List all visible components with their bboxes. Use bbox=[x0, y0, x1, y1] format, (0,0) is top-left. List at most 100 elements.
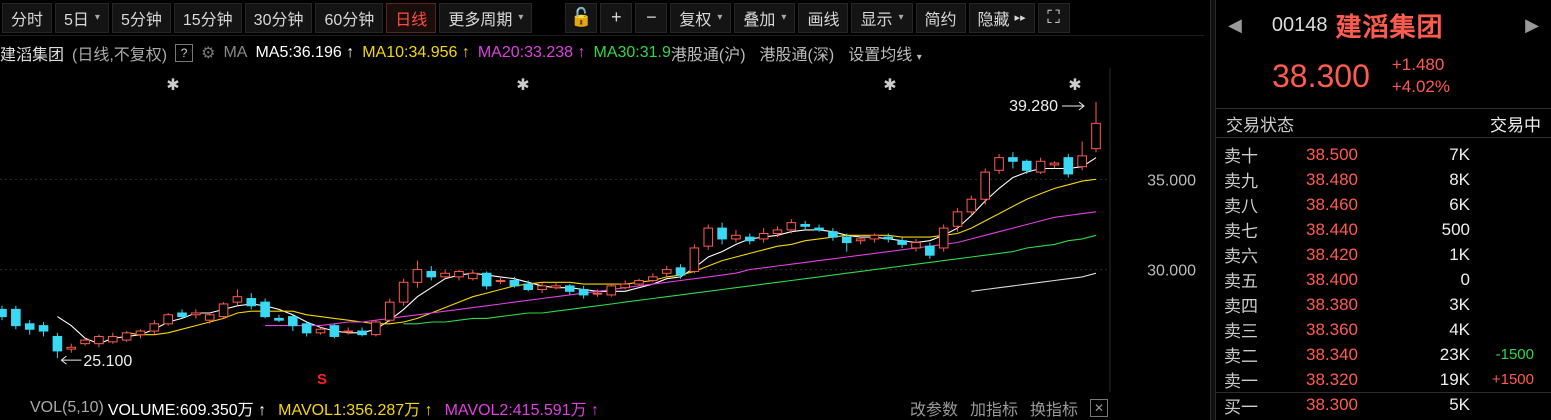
candle-down bbox=[481, 272, 492, 287]
close-icon[interactable]: ✕ bbox=[1090, 399, 1108, 417]
candle-up bbox=[204, 314, 215, 321]
chevron-down-icon: ▾ bbox=[916, 52, 922, 63]
candle-down bbox=[523, 283, 534, 291]
candle-up bbox=[758, 233, 769, 240]
ma10-text: MA10:34.956 bbox=[362, 44, 458, 61]
period-tab-4[interactable]: 30分钟 bbox=[244, 2, 313, 33]
status-value: 交易中 bbox=[1490, 115, 1541, 135]
ma20-line bbox=[265, 211, 1097, 327]
candle-up bbox=[551, 285, 561, 289]
mavol2-text: MAVOL2:415.591万 bbox=[444, 402, 587, 419]
event-star-icon: ✱ bbox=[883, 75, 896, 94]
panel-divider[interactable] bbox=[1210, 0, 1216, 420]
ma5-text: MA5:36.196 bbox=[255, 44, 342, 61]
ma60-line bbox=[971, 272, 1097, 292]
candle-up bbox=[786, 222, 797, 231]
candle-up bbox=[218, 303, 229, 318]
orderbook-row[interactable]: 卖八 38.460 6K bbox=[1216, 192, 1551, 217]
indicator-actions: 改参数 加指标 换指标 ✕ bbox=[898, 396, 1204, 420]
orderbook-row[interactable]: 卖五 38.400 0 bbox=[1216, 267, 1551, 292]
volume-indicator-bar: VOL(5,10) VOLUME:609.350万 ↑ MAVOL1:356.2… bbox=[0, 396, 1204, 420]
candle-up bbox=[1035, 160, 1046, 173]
add-indicator-button[interactable]: 加指标 bbox=[969, 402, 1018, 419]
hk-connect-sz-button[interactable]: 港股通(深) bbox=[759, 47, 835, 64]
candle-down bbox=[301, 323, 312, 334]
candle-up bbox=[412, 269, 423, 283]
ma-settings-button[interactable]: 设置均线 ▾ bbox=[848, 41, 930, 65]
candle-down bbox=[1063, 157, 1074, 175]
chevron-down-icon: ▾ bbox=[898, 12, 904, 23]
orderbook-vol: 0 bbox=[1460, 269, 1470, 289]
chart-mode-label: (日线,不复权) bbox=[72, 47, 168, 64]
ma30-line bbox=[403, 234, 1097, 325]
tool-button-0[interactable]: 🔓 bbox=[565, 2, 598, 33]
candle-up bbox=[343, 330, 353, 333]
kline-chart[interactable]: 35.000 30.000 39.280 25.100 ✱ ✱ ✱ ✱ S bbox=[0, 68, 1204, 392]
orderbook-row[interactable]: 卖一 38.320 19K +1500 bbox=[1216, 367, 1551, 392]
period-tab-0[interactable]: 分时 bbox=[2, 2, 53, 33]
settings-gear-icon[interactable]: ⚙ bbox=[201, 45, 216, 62]
orderbook-price: 38.500 bbox=[1306, 144, 1358, 164]
orderbook-vol: 1K bbox=[1449, 244, 1470, 264]
orderbook-row[interactable]: 卖六 38.420 1K bbox=[1216, 242, 1551, 267]
tool-button-7[interactable]: 简约 bbox=[915, 2, 966, 33]
edit-params-button[interactable]: 改参数 bbox=[909, 402, 958, 419]
arrow-left-icon bbox=[60, 355, 67, 365]
candle-up bbox=[661, 269, 672, 274]
candle-up bbox=[371, 321, 381, 336]
switch-indicator-button[interactable]: 换指标 bbox=[1029, 402, 1078, 419]
candle-up bbox=[606, 285, 617, 296]
tool-button-5[interactable]: 画线 bbox=[798, 2, 849, 33]
orderbook-row[interactable]: 卖七 38.440 500 bbox=[1216, 217, 1551, 242]
candle-up bbox=[966, 198, 977, 213]
vol-label: VOL(5,10) bbox=[30, 399, 104, 416]
hk-connect-sh-button[interactable]: 港股通(沪) bbox=[670, 47, 746, 64]
tool-button-4[interactable]: 叠加 ▾ bbox=[734, 2, 796, 33]
period-tab-5[interactable]: 60分钟 bbox=[315, 2, 384, 33]
orderbook-row[interactable]: 卖二 38.340 23K -1500 bbox=[1216, 342, 1551, 367]
orderbook-price: 38.400 bbox=[1306, 269, 1358, 289]
ma-label: MA bbox=[223, 44, 248, 61]
orderbook-label: 卖五 bbox=[1224, 272, 1258, 291]
tool-button-9[interactable]: ⛶ bbox=[1037, 2, 1070, 33]
tool-button-8[interactable]: 隐藏 ▸▸ bbox=[968, 2, 1035, 33]
orderbook-label: 卖二 bbox=[1224, 347, 1258, 366]
orderbook-row[interactable]: 卖四 38.380 3K bbox=[1216, 292, 1551, 317]
ma5-value: MA5:36.196 ↑ bbox=[255, 44, 355, 61]
tool-button-1[interactable]: + bbox=[600, 2, 633, 33]
orderbook-price: 38.440 bbox=[1306, 219, 1358, 239]
next-stock-icon[interactable]: ▶ bbox=[1525, 14, 1539, 35]
tool-button-3[interactable]: 复权 ▾ bbox=[670, 2, 732, 33]
orderbook-row[interactable]: 卖三 38.360 4K bbox=[1216, 317, 1551, 342]
help-button[interactable]: ? bbox=[175, 44, 194, 62]
orderbook-row[interactable]: 卖十 38.500 7K bbox=[1216, 142, 1551, 167]
event-star-icon: ✱ bbox=[516, 75, 529, 94]
period-tab-3[interactable]: 15分钟 bbox=[173, 2, 242, 33]
period-tab-7[interactable]: 更多周期 ▾ bbox=[439, 2, 533, 33]
indicator-bar: 建滔集团 (日线,不复权) ? ⚙ MA MA5:36.196 ↑ MA10:3… bbox=[0, 40, 1110, 66]
candle-up bbox=[1091, 122, 1101, 150]
prev-stock-icon[interactable]: ◀ bbox=[1228, 14, 1242, 35]
ma30-value: MA30:31.9 bbox=[593, 44, 671, 61]
tool-button-6[interactable]: 显示 ▾ bbox=[851, 2, 913, 33]
candle-up bbox=[398, 281, 409, 303]
period-tab-1[interactable]: 5日 ▾ bbox=[55, 2, 109, 33]
period-tab-2[interactable]: 5分钟 bbox=[111, 2, 171, 33]
orderbook-row[interactable]: 买一 38.300 5K bbox=[1216, 392, 1551, 417]
mavol1-value: MAVOL1:356.287万 ↑ bbox=[278, 402, 433, 419]
period-tab-6[interactable]: 日线 bbox=[386, 2, 437, 33]
period-tab-label: 15分钟 bbox=[182, 11, 233, 29]
orderbook-label: 卖四 bbox=[1224, 297, 1258, 316]
price-change: +1.480 +4.02% bbox=[1392, 54, 1450, 98]
orderbook-vol: 3K bbox=[1449, 294, 1470, 314]
candle-down bbox=[814, 227, 824, 231]
kline-svg[interactable]: 35.000 30.000 39.280 25.100 ✱ ✱ ✱ ✱ S bbox=[0, 68, 1204, 392]
candle-up bbox=[495, 279, 506, 282]
trading-status-row: 交易状态 交易中 bbox=[1216, 108, 1551, 138]
orderbook-row[interactable]: 卖九 38.480 8K bbox=[1216, 167, 1551, 192]
orderbook-vol: 6K bbox=[1449, 194, 1470, 214]
event-star-icon: ✱ bbox=[166, 75, 179, 94]
candle-up bbox=[855, 238, 866, 242]
orderbook-label: 卖七 bbox=[1224, 222, 1258, 241]
tool-button-2[interactable]: − bbox=[635, 2, 668, 33]
